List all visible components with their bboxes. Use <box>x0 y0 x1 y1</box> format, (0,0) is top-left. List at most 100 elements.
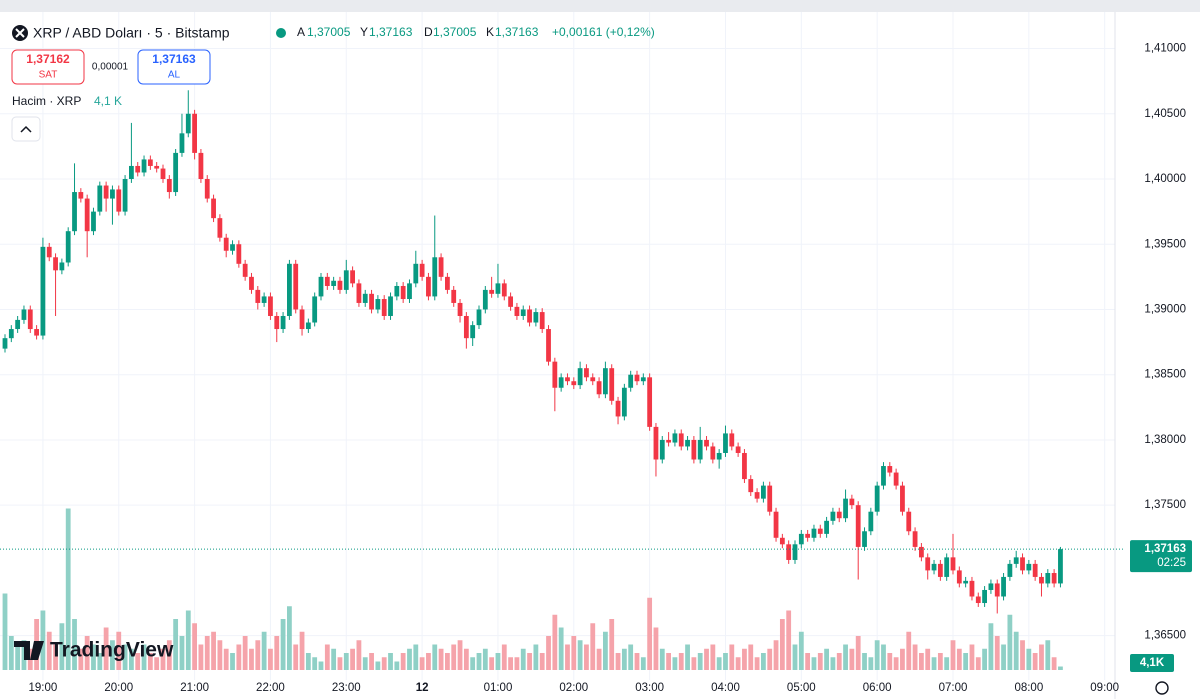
x-tick-label: 06:00 <box>863 682 892 694</box>
candle-body <box>274 315 280 330</box>
y-tick-label: 1,40000 <box>1144 173 1186 185</box>
volume-bar <box>552 614 558 670</box>
volume-bar <box>811 657 817 670</box>
volume-bar <box>356 640 362 670</box>
volume-bar <box>950 640 956 670</box>
candle-body <box>413 263 419 284</box>
ohlc-value: 1,37005 <box>433 25 477 39</box>
candle-body <box>672 433 678 443</box>
candle-body <box>1045 573 1051 584</box>
candle-body <box>331 280 337 286</box>
x-tick-label: 19:00 <box>29 682 58 694</box>
candle-body <box>15 319 21 330</box>
y-tick-label: 1,39000 <box>1144 304 1186 316</box>
y-tick-label: 1,38500 <box>1144 369 1186 381</box>
candle-body <box>179 133 185 153</box>
candle-body <box>388 296 393 316</box>
spread: 0,00001 <box>92 62 129 73</box>
volume-bar <box>735 657 741 670</box>
candle-body <box>1020 557 1025 571</box>
candle-body <box>166 179 172 193</box>
volume-bar <box>767 648 773 670</box>
volume-bar <box>748 644 754 670</box>
volume-bar <box>925 648 931 670</box>
volume-bar <box>280 619 286 670</box>
candle-body <box>1026 563 1032 571</box>
watermark-logo <box>14 641 44 660</box>
buy-button[interactable] <box>137 49 211 85</box>
candle-body <box>539 312 545 330</box>
candle-body <box>565 377 570 382</box>
symbol-title[interactable]: XRP / ABD Doları · 5 · Bitstamp <box>33 25 230 41</box>
x-tick-label: 03:00 <box>635 682 664 694</box>
volume-bar <box>2 593 8 670</box>
candle-body <box>1032 563 1038 577</box>
candle-body <box>369 293 374 310</box>
candle-body <box>268 296 273 316</box>
volume-bar <box>1032 653 1038 670</box>
volume-bar <box>400 653 406 670</box>
candle-body <box>723 433 728 453</box>
x-tick-label: 02:00 <box>559 682 588 694</box>
candle-body <box>843 498 848 519</box>
volume-bar <box>912 644 918 670</box>
last-price-box <box>1130 540 1192 573</box>
volume-bar <box>843 644 848 670</box>
toolbar-strip <box>0 0 1200 12</box>
volume-bar <box>482 648 488 670</box>
candle-body <box>116 189 122 212</box>
candle-body <box>356 283 362 303</box>
candle-body <box>501 283 507 297</box>
volume-bar <box>470 657 476 670</box>
candle-body <box>742 452 747 480</box>
candle-body <box>906 511 912 532</box>
ohlc-key: K <box>486 25 494 39</box>
ohlc-value: 1,37163 <box>495 25 539 39</box>
volume-bar <box>166 640 172 670</box>
countdown: 02:25 <box>1157 557 1186 569</box>
volume-bar <box>331 648 337 670</box>
last-price-label: 1,37163 <box>1144 543 1186 555</box>
volume-bar <box>419 657 425 670</box>
volume-bar <box>78 648 84 670</box>
candle-body <box>849 498 855 506</box>
x-tick-label: 08:00 <box>1014 682 1043 694</box>
sell-button[interactable] <box>11 49 85 85</box>
volume-bar <box>211 631 216 670</box>
candle-body <box>489 289 495 294</box>
candle-body <box>312 296 318 323</box>
settings-icon[interactable] <box>1155 681 1169 695</box>
volume-bar <box>261 631 267 670</box>
collapse-button[interactable] <box>11 116 41 142</box>
volume-bar <box>324 644 330 670</box>
volume-bar <box>893 657 899 670</box>
volume-bar <box>249 648 254 670</box>
candle-body <box>1001 576 1006 597</box>
candle-body <box>792 544 798 560</box>
volume-bar <box>185 610 191 670</box>
candle-body <box>34 329 39 336</box>
volume-bar <box>697 653 703 670</box>
volume-bar <box>596 648 602 670</box>
candle-body <box>773 511 779 538</box>
volume-bar <box>381 657 387 670</box>
candle-body <box>46 246 52 258</box>
candle-body <box>710 446 716 460</box>
y-tick-label: 1,41000 <box>1144 43 1186 55</box>
status-dot <box>276 28 286 38</box>
candle-body <box>596 381 602 395</box>
volume-bar <box>135 653 141 670</box>
volume-bar <box>558 627 564 670</box>
volume-bar <box>817 653 823 670</box>
candle-body <box>482 289 488 310</box>
volume-bar <box>463 648 469 670</box>
candle-body <box>640 377 646 382</box>
volume-bar <box>672 657 678 670</box>
volume-bar <box>640 657 646 670</box>
volume-bar <box>685 644 690 670</box>
x-tick-label: 20:00 <box>104 682 133 694</box>
candle-body <box>678 433 684 447</box>
candle-body <box>293 263 299 310</box>
volume-bar <box>988 623 994 670</box>
